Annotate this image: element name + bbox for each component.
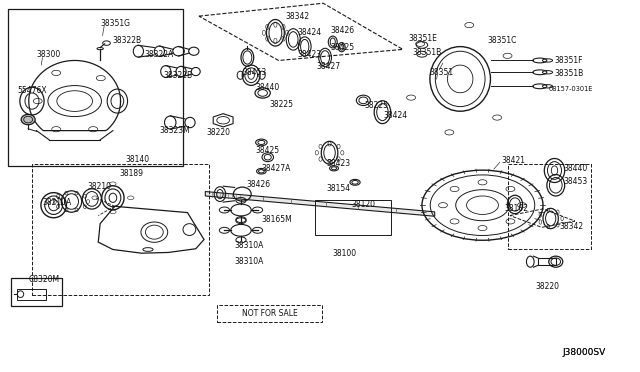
Text: 38440: 38440 [563, 164, 588, 173]
Text: 38351E: 38351E [408, 34, 437, 43]
Text: 38351G: 38351G [100, 19, 130, 28]
Text: 38351B: 38351B [554, 69, 584, 78]
Text: 38220: 38220 [536, 282, 559, 291]
Text: 38300: 38300 [36, 51, 61, 60]
Bar [508, 164, 591, 249]
Polygon shape [205, 192, 435, 216]
Text: 38351F: 38351F [554, 56, 583, 65]
Text: 38210A: 38210A [43, 198, 72, 207]
Text: 38322B: 38322B [113, 36, 142, 45]
Text: 38225: 38225 [365, 101, 388, 110]
Bar [17, 289, 46, 300]
Text: 38102: 38102 [505, 204, 529, 214]
Text: 38427A: 38427A [261, 164, 291, 173]
Text: 38225: 38225 [269, 100, 293, 109]
Text: 38423: 38423 [326, 159, 351, 169]
Text: 38351C: 38351C [487, 36, 516, 45]
Text: 38220: 38220 [207, 128, 230, 137]
Text: 38426: 38426 [331, 26, 355, 35]
Text: 38440: 38440 [255, 83, 279, 92]
Text: 38100: 38100 [333, 249, 357, 258]
Text: 38424: 38424 [384, 111, 408, 121]
Text: 38351: 38351 [429, 68, 454, 77]
Text: NOT FOR SALE: NOT FOR SALE [243, 309, 298, 318]
Text: 38165M: 38165M [261, 215, 292, 224]
Text: J38000SV: J38000SV [562, 349, 605, 357]
Text: 38323M: 38323M [159, 126, 190, 135]
Text: 38154: 38154 [326, 185, 351, 193]
Text: 38342: 38342 [559, 222, 583, 231]
Text: 38120: 38120 [352, 200, 376, 209]
Text: 38423: 38423 [298, 51, 322, 60]
Text: 38421: 38421 [502, 155, 525, 165]
Ellipse shape [21, 114, 35, 125]
Text: 38425: 38425 [331, 43, 355, 52]
Text: 55476X: 55476X [17, 86, 47, 94]
Text: 38322A: 38322A [145, 51, 174, 60]
Bar [32, 164, 209, 295]
Text: C8320M: C8320M [28, 275, 60, 283]
Bar [11, 278, 62, 306]
Text: 38342: 38342 [285, 12, 309, 21]
Text: 38310A: 38310A [234, 241, 263, 250]
Bar [217, 305, 322, 321]
Text: 38322B: 38322B [164, 71, 193, 80]
Text: 38310A: 38310A [234, 257, 263, 266]
Text: J38000SV: J38000SV [562, 349, 605, 357]
Text: 38351B: 38351B [412, 48, 442, 57]
Text: 08157-0301E: 08157-0301E [548, 86, 593, 92]
Text: 38424: 38424 [298, 28, 322, 37]
Text: 38426: 38426 [246, 180, 271, 189]
Text: 38453: 38453 [563, 177, 588, 186]
Text: 38453: 38453 [243, 68, 266, 77]
Text: 38140: 38140 [125, 155, 150, 164]
Text: 38427: 38427 [317, 61, 341, 71]
Text: 38210: 38210 [88, 182, 111, 191]
Bar [315, 200, 392, 235]
Text: 38425: 38425 [255, 147, 279, 155]
Bar [8, 9, 183, 166]
Text: 38189: 38189 [119, 169, 143, 177]
